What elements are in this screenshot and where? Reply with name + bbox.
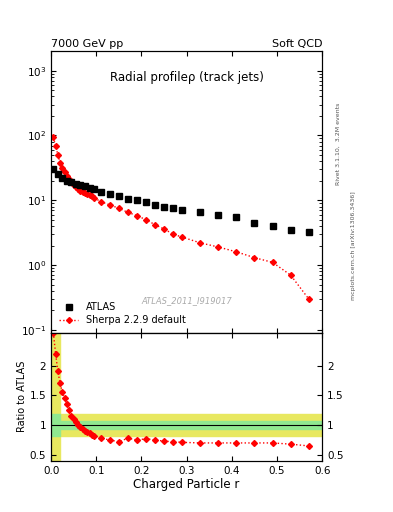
X-axis label: Charged Particle r: Charged Particle r <box>134 478 240 492</box>
Text: mcplots.cern.ch [arXiv:1306.3436]: mcplots.cern.ch [arXiv:1306.3436] <box>351 191 356 300</box>
Text: 7000 GeV pp: 7000 GeV pp <box>51 38 123 49</box>
Bar <box>51 421 322 429</box>
Text: Rivet 3.1.10,  3.2M events: Rivet 3.1.10, 3.2M events <box>336 102 341 184</box>
Legend: ATLAS, Sherpa 2.2.9 default: ATLAS, Sherpa 2.2.9 default <box>56 299 189 328</box>
Bar <box>51 414 322 436</box>
Text: Soft QCD: Soft QCD <box>272 38 322 49</box>
Text: ATLAS_2011_I919017: ATLAS_2011_I919017 <box>141 295 232 305</box>
Text: Radial profileρ (track jets): Radial profileρ (track jets) <box>110 71 264 84</box>
Y-axis label: Ratio to ATLAS: Ratio to ATLAS <box>17 361 27 433</box>
